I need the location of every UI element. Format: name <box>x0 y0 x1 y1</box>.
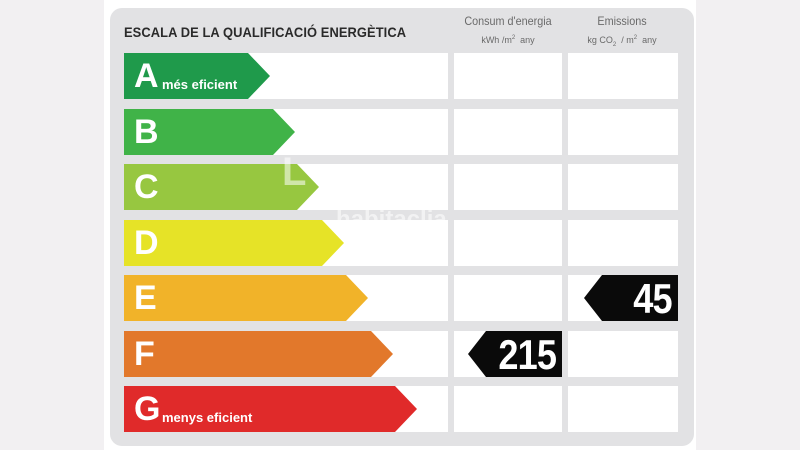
rating-band-c: C <box>124 164 319 210</box>
band-letter: B <box>134 113 159 151</box>
band-arrow-shape <box>124 109 295 155</box>
emissions-cell <box>568 386 678 432</box>
band-letter: G <box>134 390 161 428</box>
emissions-cell <box>568 109 678 155</box>
band-letter: E <box>134 279 157 317</box>
consumption-label: Consum d'energia <box>464 14 552 28</box>
emissions-label: Emissions <box>597 14 647 28</box>
emissions-column-header: Emissions kg CO2 / m2 any <box>566 14 678 51</box>
consumption-cell <box>454 386 562 432</box>
band-arrow-shape <box>124 164 319 210</box>
band-arrow-shape <box>124 331 393 377</box>
band-letter: D <box>134 224 159 262</box>
consumption-column-header: Consum d'energia kWh /m2 any <box>452 14 564 46</box>
consumption-cell <box>454 53 562 99</box>
badge-arrow-shape <box>468 331 562 377</box>
emissions-unit: kg CO2 / m2 any <box>587 35 657 48</box>
consumption-unit: kWh /m2 any <box>481 35 535 45</box>
emissions-cell <box>568 220 678 266</box>
band-arrow-shape <box>124 275 368 321</box>
emissions-rating-badge: 45 <box>584 275 678 322</box>
badge-value: 45 <box>633 275 673 322</box>
scale-title: ESCALA DE LA QUALIFICACIÓ ENERGÈTICA <box>124 24 407 40</box>
consumption-cell <box>454 164 562 210</box>
band-letter: A <box>134 57 159 95</box>
emissions-cell <box>568 164 678 210</box>
band-letter: F <box>134 335 155 373</box>
band-note: més eficient <box>162 77 238 92</box>
badge-value: 215 <box>498 331 557 378</box>
band-note: menys eficient <box>162 410 253 425</box>
rating-band-b: B <box>124 109 295 155</box>
band-arrow-shape <box>124 386 417 432</box>
rating-band-e: E <box>124 275 368 321</box>
band-arrow-shape <box>124 220 344 266</box>
rating-band-d: D <box>124 220 344 266</box>
band-arrow-shape <box>124 53 270 99</box>
consumption-rating-badge: 215 <box>468 331 562 378</box>
consumption-cell <box>454 109 562 155</box>
rating-band-f: F <box>124 331 393 377</box>
consumption-cell <box>454 275 562 321</box>
badge-arrow-shape <box>584 275 678 321</box>
emissions-cell <box>568 53 678 99</box>
emissions-cell <box>568 331 678 377</box>
consumption-cell <box>454 220 562 266</box>
band-letter: C <box>134 168 159 206</box>
